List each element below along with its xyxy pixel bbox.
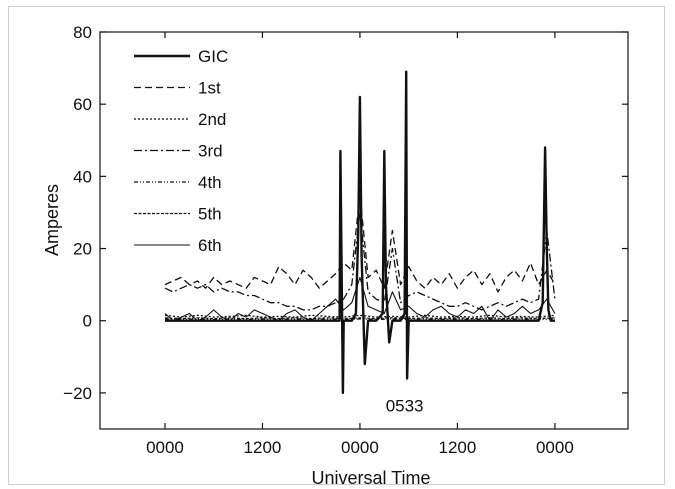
y-tick-label: 0: [83, 312, 92, 331]
series-line-2nd: [164, 314, 555, 318]
x-tick-label: 0000: [341, 438, 379, 457]
figure-frame: [8, 6, 665, 485]
x-tick-label: 0000: [146, 438, 184, 457]
series-line-1st: [164, 193, 556, 293]
legend-label-5th: 5th: [198, 205, 222, 224]
series-line-5th: [164, 317, 555, 320]
y-tick-label: −20: [63, 384, 92, 403]
x-tick-label: 1200: [244, 438, 282, 457]
legend-label-1st: 1st: [198, 79, 221, 98]
x-tick-label: 0000: [536, 438, 574, 457]
series-line-3rd: [164, 211, 556, 311]
legend-label-3rd: 3rd: [198, 142, 223, 161]
y-axis-title: Amperes: [42, 184, 62, 256]
x-tick-label: 1200: [439, 438, 477, 457]
legend-label-2nd: 2nd: [198, 110, 226, 129]
series-line-4th: [164, 318, 555, 321]
y-tick-label: 80: [73, 23, 92, 42]
x-axis-title: Universal Time: [311, 468, 430, 488]
annotation-label: 0533: [386, 396, 424, 415]
legend-label-4th: 4th: [198, 173, 222, 192]
y-tick-label: 20: [73, 240, 92, 259]
series-line-6th: [164, 276, 556, 322]
plot-area-frame: [99, 31, 629, 430]
y-tick-label: 60: [73, 95, 92, 114]
y-tick-label: 40: [73, 167, 92, 186]
legend-label-6th: 6th: [198, 236, 222, 255]
series-line-gic: [165, 70, 555, 395]
legend-label-gic: GIC: [198, 47, 228, 66]
